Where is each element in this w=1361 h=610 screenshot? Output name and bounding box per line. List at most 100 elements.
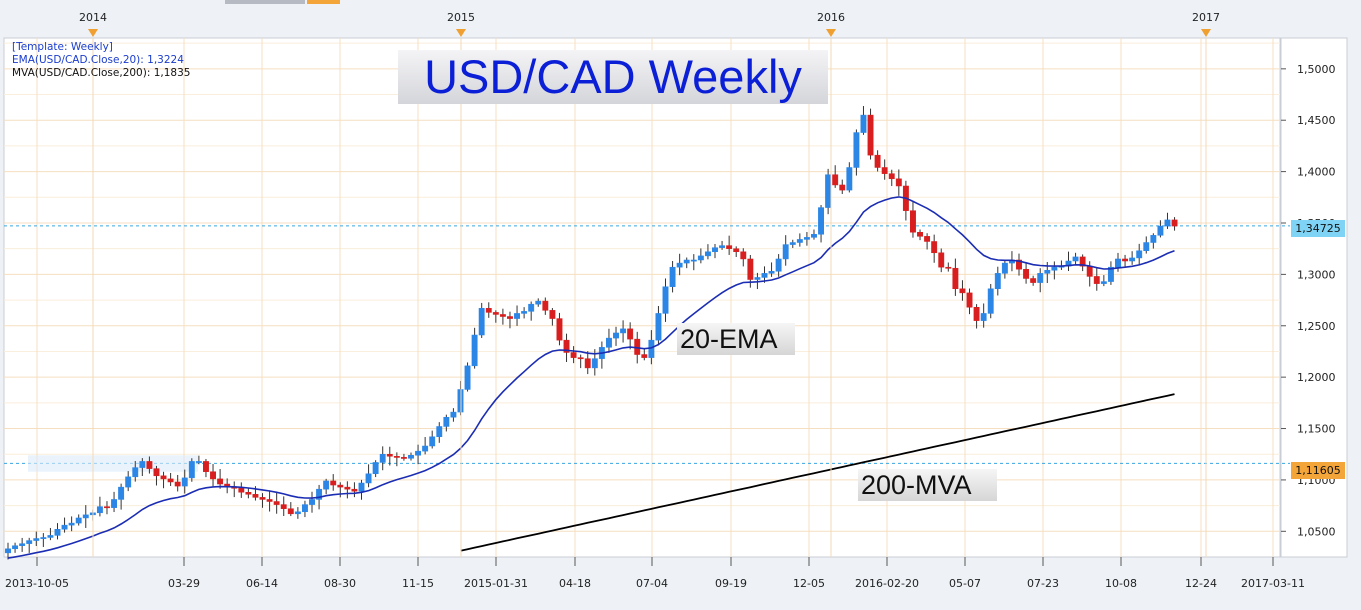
legend-mva: MVA(USD/CAD.Close,200): 1,1835 <box>12 67 191 79</box>
candle-up <box>994 273 1001 290</box>
candle-down <box>280 504 287 509</box>
candle-down <box>485 308 492 313</box>
candle-up <box>1136 250 1143 259</box>
candle-up <box>471 334 478 367</box>
candle-up <box>372 462 379 475</box>
candle-up <box>535 300 542 305</box>
candle-up <box>54 529 61 536</box>
candle-down <box>266 499 273 502</box>
candle-up <box>1044 270 1051 274</box>
candle-up <box>457 389 464 413</box>
x-tick-label: 11-15 <box>402 577 434 590</box>
candle-down <box>895 178 902 187</box>
x-tick-label: 04-18 <box>559 577 591 590</box>
candle-up <box>408 455 414 459</box>
candle-up <box>40 537 47 539</box>
candle-up <box>591 358 598 369</box>
year-marker-arrow <box>826 29 836 37</box>
candle-up <box>620 328 627 334</box>
top-tab-gray <box>225 0 305 4</box>
candle-down <box>330 480 337 486</box>
candle-down <box>881 167 888 174</box>
candle-down <box>874 154 881 168</box>
y-tick-label: 1,0500 <box>1297 525 1336 538</box>
candle-up <box>1051 266 1058 271</box>
candle-down <box>174 481 181 487</box>
candle-down <box>217 478 224 485</box>
candle-up <box>118 486 125 500</box>
legend-template: [Template: Weekly] <box>12 41 113 53</box>
top-header-strip <box>0 0 1361 36</box>
x-tick-label: 2015-01-31 <box>464 577 528 590</box>
candle-down <box>1171 219 1178 227</box>
candle-down <box>917 231 923 237</box>
candle-up <box>139 461 146 468</box>
x-tick-label: 07-23 <box>1027 577 1059 590</box>
candle-down <box>945 266 952 269</box>
candle-up <box>358 482 365 492</box>
candle-up <box>514 313 520 319</box>
candle-down <box>938 252 945 268</box>
candle-up <box>606 337 612 348</box>
candle-up <box>690 259 697 262</box>
candle-up <box>1143 242 1150 251</box>
candle-up <box>365 473 372 484</box>
y-tick-label: 1,4000 <box>1297 166 1336 179</box>
candle-up <box>12 545 19 550</box>
legend-ema: EMA(USD/CAD.Close,20): 1,3224 <box>12 54 184 66</box>
y-tick-label: 1,1500 <box>1297 423 1336 436</box>
ema-annotation-label: 20-EMA <box>680 324 778 354</box>
candle-up <box>26 540 33 544</box>
candle-up <box>754 277 761 280</box>
candle-up <box>1150 235 1157 243</box>
candle-down <box>337 484 344 488</box>
candle-up <box>761 273 768 278</box>
candle-down <box>1093 276 1100 284</box>
year-marker-arrow <box>456 29 466 37</box>
x-axis-panel <box>4 571 1347 593</box>
chart-title: USD/CAD Weekly <box>424 50 802 103</box>
candle-up <box>789 242 796 245</box>
x-tick-label: 10-08 <box>1105 577 1137 590</box>
x-tick-label: 05-07 <box>949 577 981 590</box>
mva200-line <box>460 393 1175 552</box>
grid-lines <box>4 38 1280 557</box>
candle-down <box>499 314 506 317</box>
candle-down <box>563 339 570 353</box>
x-tick-label: 12-05 <box>793 577 825 590</box>
candle-down <box>146 461 153 469</box>
candle-down <box>747 258 754 280</box>
candle-up <box>697 255 704 261</box>
year-markers: 2014 2015 2016 2017 <box>79 11 1220 557</box>
candle-down <box>153 468 160 477</box>
candle-up <box>450 411 457 418</box>
candle-down <box>577 357 584 360</box>
candle-up <box>5 548 11 554</box>
candle-up <box>1001 262 1008 274</box>
candle-up <box>75 517 82 524</box>
candle-up <box>19 543 26 546</box>
candle-down <box>400 457 407 459</box>
candle-up <box>443 416 450 427</box>
y-tick-label: 1,4500 <box>1297 114 1336 127</box>
candle-up <box>379 453 386 463</box>
candle-up <box>811 234 817 238</box>
candle-down <box>210 471 216 480</box>
candle-up <box>768 271 775 274</box>
candle-down <box>1122 258 1129 262</box>
mva-annotation-box: 200-MVA <box>858 469 997 501</box>
candle-up <box>1115 258 1121 268</box>
y-tick-label: 1,5000 <box>1297 63 1336 76</box>
candle-down <box>959 288 966 294</box>
x-tick-label: 2013-10-05 <box>5 577 69 590</box>
candle-up <box>47 535 54 538</box>
candle-up <box>188 461 195 479</box>
ema-annotation-box: 20-EMA <box>677 323 795 355</box>
x-tick-label: 2017-03-11 <box>1241 577 1305 590</box>
level-highlight <box>28 455 198 472</box>
candle-down <box>1086 265 1093 277</box>
candle-up <box>669 266 676 287</box>
candle-up <box>464 365 471 390</box>
year-marker-arrow <box>1201 29 1211 37</box>
candle-down <box>570 352 577 358</box>
